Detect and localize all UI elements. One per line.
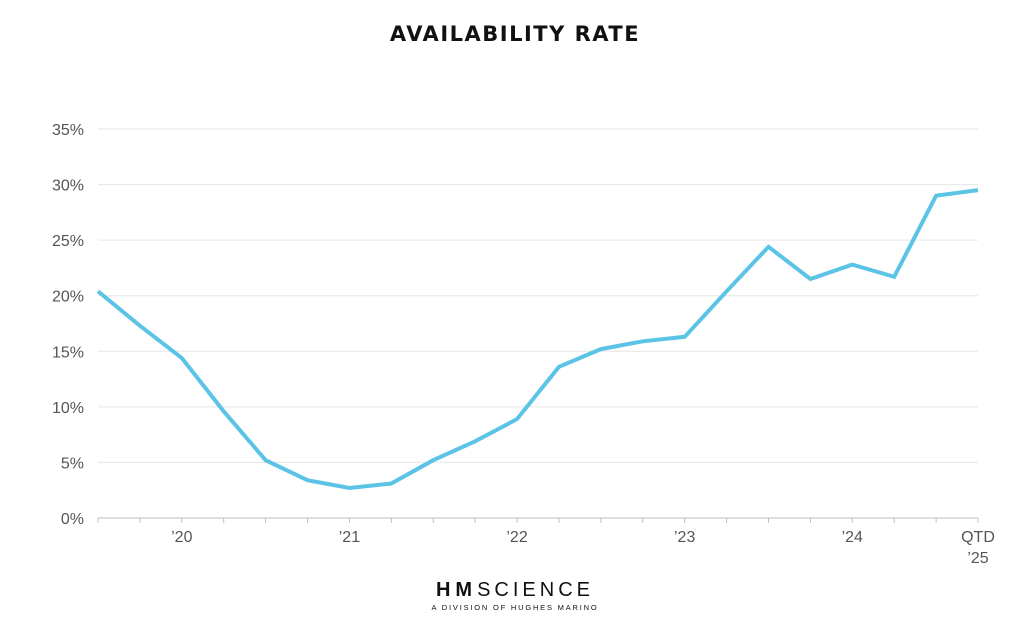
y-tick-label: 35% <box>52 122 84 139</box>
x-tick-label: QTD ’25 <box>961 529 995 567</box>
x-tick-label: ’20 <box>171 529 192 546</box>
x-axis <box>97 517 979 523</box>
x-tick-label: ’22 <box>506 529 527 546</box>
series-line <box>96 188 979 491</box>
y-tick-label: 20% <box>52 289 84 306</box>
logo-hm: HM <box>435 579 478 601</box>
hm-science-logo: HMSCIENCE A DIVISION OF HUGHES MARINO <box>0 579 1030 612</box>
y-tick-label: 5% <box>61 455 84 472</box>
y-tick-label: 15% <box>52 344 84 361</box>
grid-lines <box>98 128 978 463</box>
logo-wordmark: HMSCIENCE <box>0 579 1030 601</box>
x-tick-labels: ’20 ’21 ’22 ’23 ’24 QTD ’25 <box>171 529 995 567</box>
logo-subtitle: A DIVISION OF HUGHES MARINO <box>431 603 599 612</box>
y-tick-label: 25% <box>52 233 84 250</box>
series-layer <box>96 188 979 491</box>
chart-title: AVAILABILITY RATE <box>389 22 641 46</box>
x-tick-label: ’23 <box>674 529 695 546</box>
y-tick-label: 10% <box>52 400 84 417</box>
x-tick-label: ’21 <box>339 529 360 546</box>
x-tick-label: ’24 <box>842 529 863 546</box>
y-tick-labels: 0% 5% 10% 15% 20% 25% 30% 35% <box>52 122 84 528</box>
logo-science: SCIENCE <box>477 579 594 601</box>
y-tick-label: 0% <box>61 511 84 528</box>
y-tick-label: 30% <box>52 178 84 195</box>
